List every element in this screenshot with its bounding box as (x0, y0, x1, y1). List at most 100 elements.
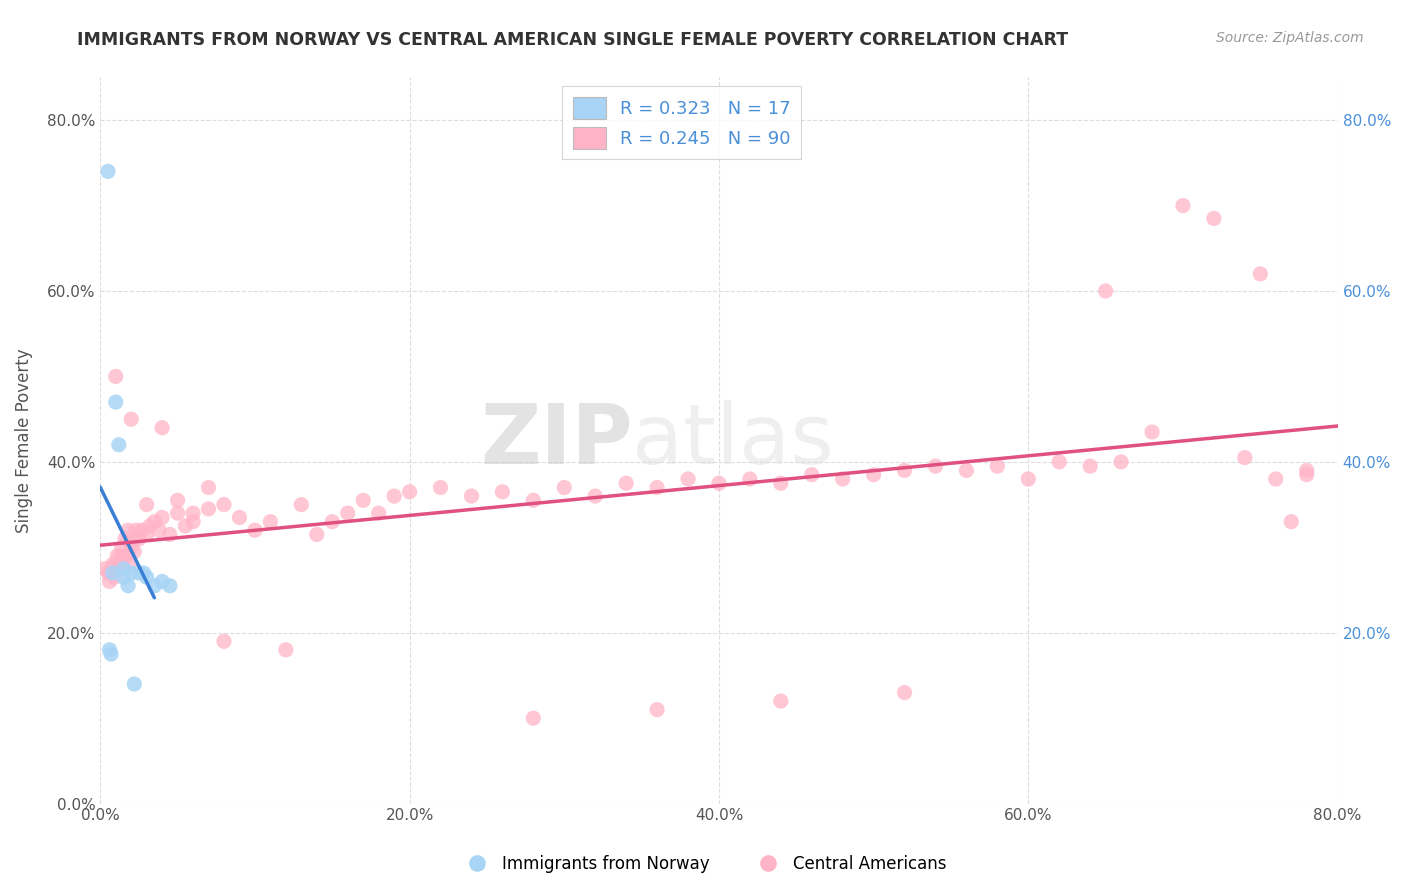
Point (429, 481, 451, 495)
Point (125, 523, 148, 537)
Point (121, 532, 143, 546)
Point (645, 703, 668, 717)
Point (159, 527, 181, 541)
Point (321, 515, 343, 529)
Point (1279, 515, 1302, 529)
Point (1264, 472, 1286, 486)
Point (135, 570, 157, 584)
Point (117, 523, 139, 537)
Point (1047, 455, 1070, 469)
Point (382, 489, 405, 503)
Point (197, 481, 219, 495)
Point (336, 506, 359, 520)
Point (305, 527, 328, 541)
Point (114, 532, 136, 546)
Point (553, 481, 575, 495)
Point (1249, 267, 1271, 281)
Y-axis label: Single Female Poverty: Single Female Poverty (15, 348, 32, 533)
Point (135, 527, 157, 541)
Text: IMMIGRANTS FROM NORWAY VS CENTRAL AMERICAN SINGLE FEMALE POVERTY CORRELATION CHA: IMMIGRANTS FROM NORWAY VS CENTRAL AMERIC… (77, 31, 1069, 49)
Point (118, 558, 141, 572)
Point (117, 579, 139, 593)
Point (124, 544, 146, 558)
Point (352, 493, 374, 508)
Point (112, 562, 135, 576)
Point (290, 498, 312, 512)
Point (1295, 463, 1317, 477)
Point (197, 501, 219, 516)
Point (707, 476, 730, 491)
Point (274, 643, 297, 657)
Point (1171, 198, 1194, 212)
Point (139, 519, 162, 533)
Point (135, 498, 157, 512)
Legend: R = 0.323   N = 17, R = 0.245   N = 90: R = 0.323 N = 17, R = 0.245 N = 90 (562, 87, 801, 160)
Point (104, 395, 127, 409)
Point (100, 647, 122, 661)
Point (110, 549, 132, 563)
Point (645, 481, 668, 495)
Point (212, 634, 235, 648)
Point (148, 523, 170, 537)
Point (955, 463, 977, 477)
Point (1109, 455, 1132, 469)
Point (1295, 467, 1317, 482)
Point (212, 498, 235, 512)
Point (120, 541, 142, 555)
Point (1078, 459, 1101, 474)
Point (128, 566, 150, 580)
Text: atlas: atlas (633, 400, 834, 481)
Point (143, 579, 166, 593)
Point (924, 459, 946, 474)
Point (583, 489, 606, 503)
Point (228, 510, 250, 524)
Point (111, 541, 134, 555)
Point (120, 412, 142, 426)
Point (97, 566, 120, 580)
Point (150, 510, 173, 524)
Point (460, 489, 482, 503)
Point (166, 506, 188, 520)
Point (98, 574, 121, 589)
Legend: Immigrants from Norway, Central Americans: Immigrants from Norway, Central American… (453, 848, 953, 880)
Text: Source: ZipAtlas.com: Source: ZipAtlas.com (1216, 31, 1364, 45)
Point (181, 515, 204, 529)
Point (1094, 284, 1116, 298)
Point (150, 574, 173, 589)
Point (769, 694, 792, 708)
Point (131, 523, 153, 537)
Point (1233, 450, 1256, 465)
Point (893, 463, 915, 477)
Point (98, 643, 121, 657)
Point (491, 484, 513, 499)
Point (100, 566, 122, 580)
Point (128, 532, 150, 546)
Point (120, 566, 142, 580)
Point (108, 438, 131, 452)
Point (105, 549, 128, 563)
Point (522, 711, 544, 725)
Point (97, 164, 120, 178)
Point (522, 493, 544, 508)
Point (614, 476, 637, 491)
Point (1140, 425, 1163, 439)
Point (108, 562, 131, 576)
Point (132, 566, 155, 580)
Point (143, 515, 166, 529)
Point (800, 467, 823, 482)
Point (94, 562, 117, 576)
Point (150, 421, 173, 435)
Point (862, 467, 884, 482)
Point (676, 472, 699, 486)
Point (174, 519, 197, 533)
Point (112, 570, 135, 584)
Point (831, 472, 853, 486)
Point (769, 476, 792, 491)
Point (367, 506, 389, 520)
Point (738, 472, 761, 486)
Point (159, 579, 181, 593)
Point (893, 685, 915, 699)
Point (259, 515, 281, 529)
Point (124, 677, 146, 691)
Text: ZIP: ZIP (479, 400, 633, 481)
